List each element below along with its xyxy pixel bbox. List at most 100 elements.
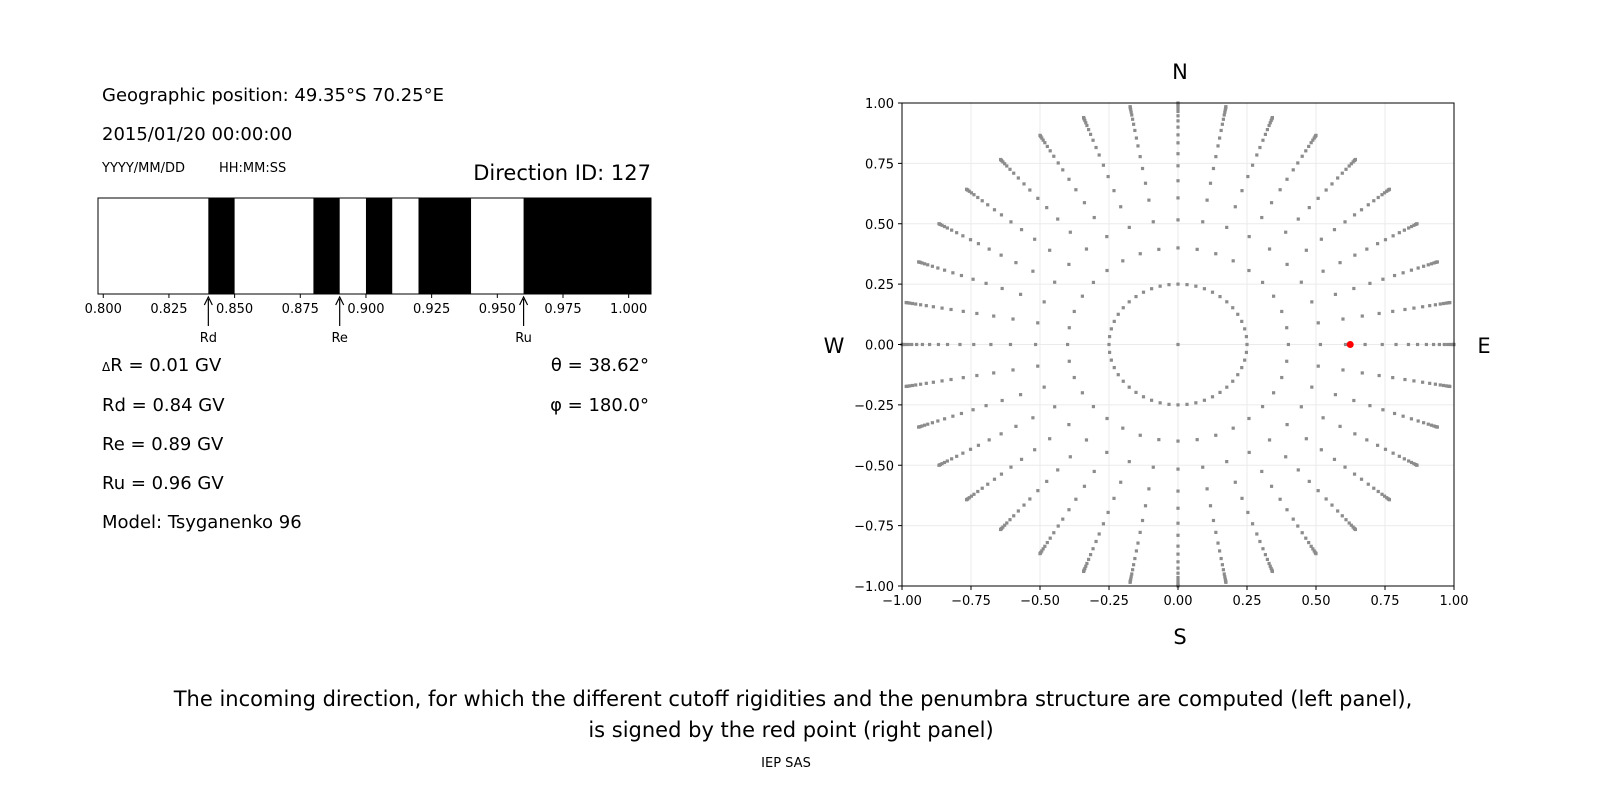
direction-point xyxy=(1121,379,1125,383)
direction-point xyxy=(1319,237,1323,241)
direction-point xyxy=(928,342,932,347)
direction-point xyxy=(992,208,997,212)
direction-point xyxy=(936,419,940,423)
direction-point xyxy=(1353,253,1357,257)
direction-point xyxy=(1214,252,1218,256)
direction-point xyxy=(930,264,934,268)
direction-point xyxy=(1353,527,1358,532)
direction-point xyxy=(1218,295,1222,299)
direction-point xyxy=(1045,206,1049,210)
direction-point xyxy=(1272,294,1276,298)
direction-point xyxy=(1092,469,1096,474)
direction-point xyxy=(951,414,955,418)
direction-point xyxy=(1176,578,1180,583)
direction-point xyxy=(1270,115,1274,120)
direction-point xyxy=(903,342,908,347)
direction-point xyxy=(992,371,996,375)
direction-point xyxy=(918,382,923,386)
direction-point xyxy=(1314,133,1318,137)
direction-point xyxy=(992,477,997,481)
direction-point xyxy=(1210,395,1215,399)
direction-point xyxy=(1067,177,1071,181)
direction-point xyxy=(1121,426,1125,430)
penumbra-forbidden-band xyxy=(208,198,235,294)
direction-point xyxy=(1263,132,1268,136)
direction-point xyxy=(1407,226,1411,230)
direction-point xyxy=(945,459,949,463)
x-tick-label: 0.875 xyxy=(282,302,319,317)
direction-point xyxy=(1442,342,1446,347)
direction-point xyxy=(1380,492,1384,496)
direction-point xyxy=(1091,404,1096,409)
direction-point xyxy=(1250,163,1255,167)
direction-point xyxy=(971,277,975,281)
direction-point xyxy=(1247,450,1251,455)
direction-point xyxy=(1316,364,1320,368)
direction-point xyxy=(1344,518,1348,522)
direction-point xyxy=(1416,419,1420,423)
y-tick-label: −1.00 xyxy=(854,580,894,595)
direction-point xyxy=(1019,228,1024,232)
direction-point xyxy=(1250,522,1255,526)
direction-point xyxy=(1422,264,1426,268)
direction-point xyxy=(1176,141,1180,145)
x-tick-label: 0.850 xyxy=(216,302,253,317)
direction-point xyxy=(1019,457,1024,461)
direction-point xyxy=(1158,401,1162,405)
x-tick-label: 0.900 xyxy=(347,302,384,317)
direction-point xyxy=(1048,248,1052,252)
direction-point xyxy=(1381,277,1385,281)
direction-point xyxy=(1321,269,1325,273)
direction-point xyxy=(950,457,954,461)
direction-point xyxy=(1127,300,1131,304)
direction-point xyxy=(1244,335,1249,339)
phi-value: φ = 180.0° xyxy=(550,395,649,416)
direction-point xyxy=(926,422,930,426)
direction-point xyxy=(1391,309,1395,313)
direction-point xyxy=(1441,383,1446,388)
direction-point xyxy=(968,447,973,451)
direction-point xyxy=(1012,171,1016,175)
direction-point xyxy=(1176,560,1180,564)
direction-point xyxy=(1151,465,1155,469)
direction-point xyxy=(1269,201,1274,205)
direction-point xyxy=(989,342,993,347)
direction-point xyxy=(1056,524,1060,528)
direction-point xyxy=(1033,448,1037,452)
delta-symbol: Δ xyxy=(102,360,111,374)
x-tick-label: 1.000 xyxy=(610,302,647,317)
direction-point xyxy=(1201,465,1205,469)
direction-point xyxy=(959,273,964,278)
direction-point xyxy=(920,261,924,265)
direction-point xyxy=(1012,514,1016,518)
direction-point xyxy=(1280,375,1284,380)
direction-point xyxy=(1219,128,1223,133)
direction-point xyxy=(1216,144,1220,148)
direction-point xyxy=(1066,342,1070,347)
y-tick-label: −0.25 xyxy=(854,399,894,414)
direction-point xyxy=(1176,439,1180,443)
re-value: Re = 0.89 GV xyxy=(102,434,224,455)
direction-point xyxy=(1094,145,1098,150)
direction-point xyxy=(1285,326,1289,330)
direction-point xyxy=(1415,222,1419,226)
direction-point xyxy=(1444,301,1448,305)
direction-point xyxy=(1233,205,1237,209)
direction-point xyxy=(1333,393,1338,397)
direction-point xyxy=(1218,390,1222,394)
direction-point xyxy=(1116,373,1120,377)
direction-point xyxy=(1036,196,1040,200)
direction-point xyxy=(1261,138,1265,142)
direction-point xyxy=(924,381,928,385)
direction-point xyxy=(1296,468,1300,472)
direction-point xyxy=(1127,225,1131,230)
direction-point xyxy=(1412,379,1416,383)
direction-point xyxy=(1231,306,1235,310)
direction-point xyxy=(1299,280,1303,284)
direction-point xyxy=(1109,327,1113,331)
direction-point xyxy=(1140,518,1145,523)
direction-point xyxy=(1268,564,1272,568)
direction-point xyxy=(1341,317,1345,321)
direction-point xyxy=(1415,463,1419,467)
arrow-head-icon xyxy=(519,295,529,306)
